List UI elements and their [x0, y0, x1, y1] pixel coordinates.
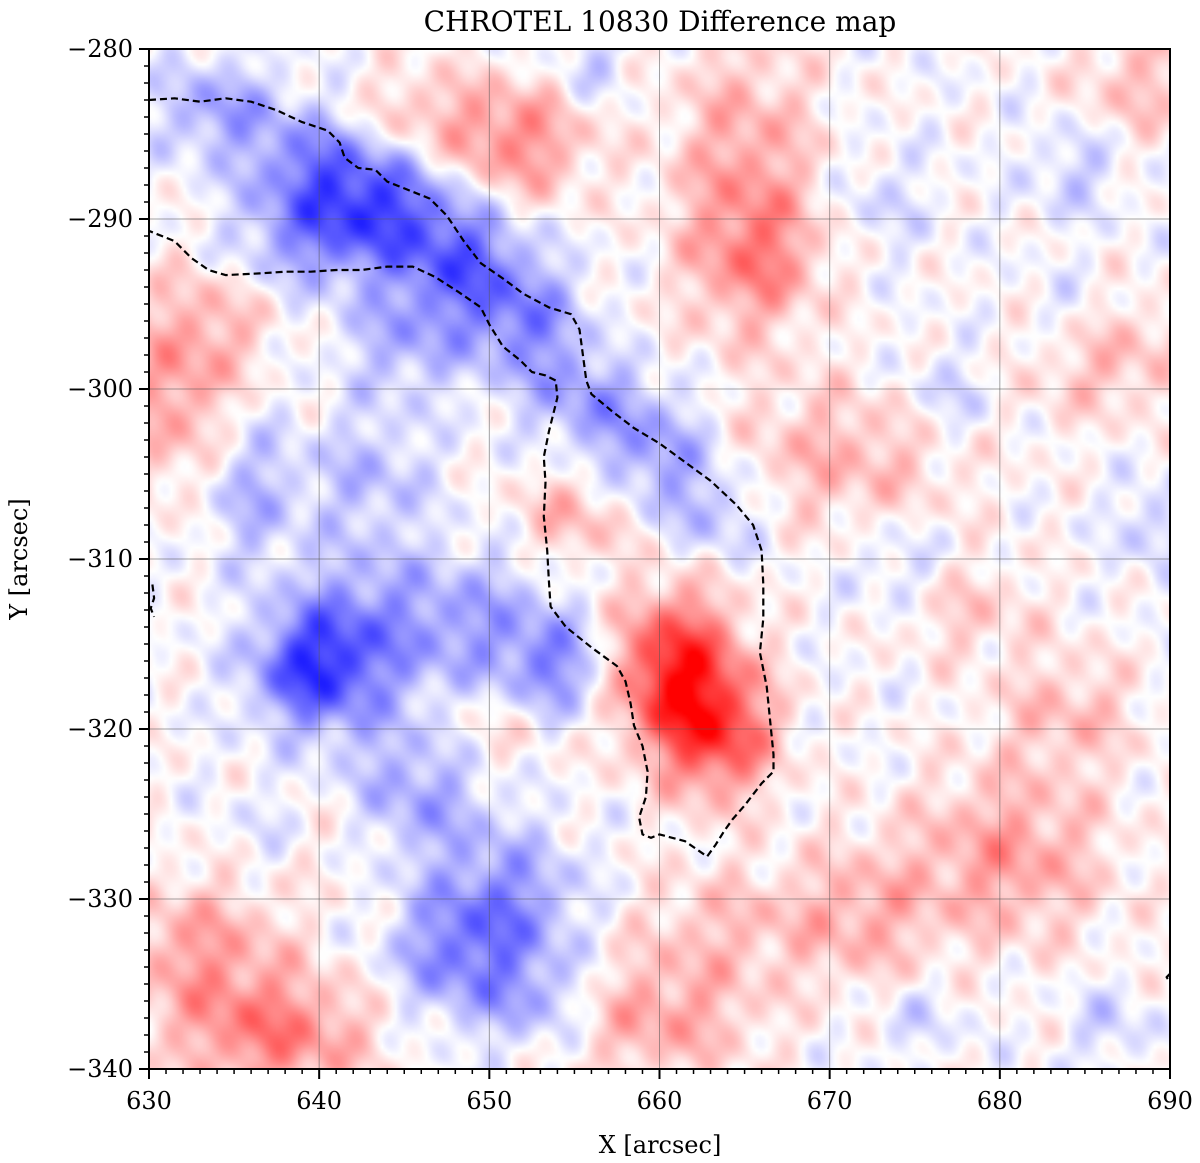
y-tick-label: −340: [67, 1055, 133, 1083]
x-tick-label: 660: [637, 1087, 683, 1115]
x-axis-label: X [arcsec]: [599, 1131, 722, 1159]
y-tick-label: −310: [67, 545, 133, 573]
y-tick-label: −300: [67, 375, 133, 403]
x-tick-label: 690: [1147, 1087, 1193, 1115]
y-tick-label: −330: [67, 885, 133, 913]
x-tick-label: 670: [807, 1087, 853, 1115]
plot-area: [148, 48, 1171, 1070]
x-tick-label: 650: [466, 1087, 512, 1115]
y-tick-label: −290: [67, 205, 133, 233]
contour-right-edge: [1165, 973, 1171, 983]
y-axis: −280 −290 −300 −310 −320 −330 −340: [67, 35, 149, 1083]
x-axis: 630 640 650 660 670 680 690: [126, 1069, 1193, 1115]
x-tick-label: 640: [296, 1087, 342, 1115]
chart-title: CHROTEL 10830 Difference map: [424, 5, 897, 38]
x-tick-label: 680: [977, 1087, 1023, 1115]
contour-upper: [148, 97, 775, 858]
y-axis-label: Y [arcsec]: [5, 498, 33, 620]
contour-group: [148, 97, 1171, 983]
contour-left-edge: [149, 584, 156, 618]
y-tick-label: −320: [67, 715, 133, 743]
grid-lines: [149, 49, 1170, 1069]
x-tick-label: 630: [126, 1087, 172, 1115]
y-tick-label: −280: [67, 35, 133, 63]
